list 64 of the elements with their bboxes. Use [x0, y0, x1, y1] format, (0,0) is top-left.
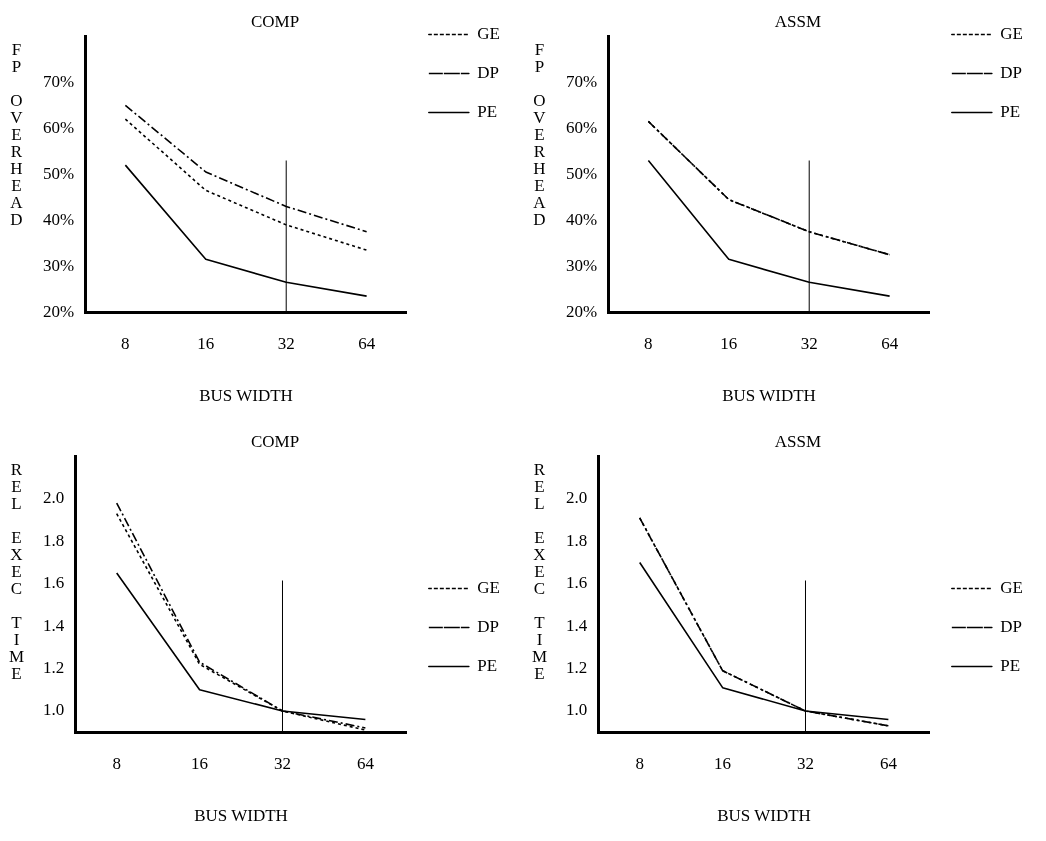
- x-tick-label: 32: [277, 333, 295, 353]
- y-tick-label: 30%: [565, 255, 598, 275]
- y-tick-label: 1.4: [43, 615, 65, 635]
- y-tick-label: 1.4: [566, 615, 588, 635]
- y-tick-label: 1.0: [43, 700, 65, 720]
- chart-title: ASSM: [774, 11, 822, 31]
- y-axis-title: REL EXEC TIME: [530, 460, 549, 681]
- y-tick-label: 50%: [565, 163, 598, 183]
- legend-label: DP: [1000, 616, 1023, 636]
- x-tick-label: 8: [112, 753, 121, 773]
- y-tick-label: 2.0: [566, 488, 588, 508]
- legend-label: DP: [477, 62, 500, 82]
- y-tick-label: 1.8: [566, 530, 588, 550]
- legend-label: GE: [477, 23, 501, 43]
- x-tick-label: 32: [273, 753, 291, 773]
- x-tick-label: 8: [121, 333, 130, 353]
- x-tick-label: 32: [800, 333, 818, 353]
- x-tick-label: 64: [881, 333, 899, 353]
- legend-label: GE: [1000, 577, 1024, 597]
- x-axis-title: BUS WIDTH: [722, 386, 816, 406]
- y-tick-label: 30%: [42, 255, 75, 275]
- x-tick-label: 64: [358, 333, 376, 353]
- x-tick-label: 16: [191, 753, 209, 773]
- y-tick-label: 70%: [565, 71, 598, 91]
- y-tick-label: 1.8: [43, 530, 65, 550]
- legend-label: GE: [477, 577, 501, 597]
- x-tick-label: 64: [879, 753, 898, 773]
- y-tick-label: 40%: [42, 209, 75, 229]
- y-tick-label: 20%: [42, 301, 75, 321]
- y-tick-label: 60%: [565, 117, 598, 137]
- legend-label: GE: [1000, 23, 1024, 43]
- chart-title: COMP: [250, 11, 300, 31]
- y-tick-label: 1.2: [566, 658, 588, 678]
- y-axis-title: FP OVERHEAD: [530, 40, 549, 227]
- legend-label: DP: [477, 616, 500, 636]
- x-axis-title: BUS WIDTH: [194, 806, 288, 826]
- legend-label: DP: [1000, 62, 1023, 82]
- x-tick-label: 32: [796, 753, 814, 773]
- legend-label: PE: [1000, 655, 1021, 675]
- chart-title: COMP: [250, 431, 300, 451]
- x-axis-title: BUS WIDTH: [717, 806, 811, 826]
- y-tick-label: 70%: [42, 71, 75, 91]
- y-tick-label: 1.2: [43, 658, 65, 678]
- x-tick-label: 8: [644, 333, 653, 353]
- y-tick-label: 1.0: [566, 700, 588, 720]
- legend-label: PE: [477, 101, 498, 121]
- chart-title: ASSM: [774, 431, 822, 451]
- x-tick-label: 16: [720, 333, 738, 353]
- legend-label: PE: [477, 655, 498, 675]
- y-tick-label: 1.6: [566, 573, 588, 593]
- y-tick-label: 50%: [42, 163, 75, 183]
- x-tick-label: 8: [635, 753, 644, 773]
- y-axis-title: REL EXEC TIME: [7, 460, 26, 681]
- y-tick-label: 20%: [565, 301, 598, 321]
- legend-label: PE: [1000, 101, 1021, 121]
- y-tick-label: 60%: [42, 117, 75, 137]
- y-tick-label: 40%: [565, 209, 598, 229]
- x-tick-label: 64: [356, 753, 375, 773]
- x-tick-label: 16: [714, 753, 732, 773]
- y-axis-title: FP OVERHEAD: [7, 40, 26, 227]
- y-tick-label: 2.0: [43, 488, 65, 508]
- y-tick-label: 1.6: [43, 573, 65, 593]
- x-tick-label: 16: [197, 333, 215, 353]
- x-axis-title: BUS WIDTH: [199, 386, 293, 406]
